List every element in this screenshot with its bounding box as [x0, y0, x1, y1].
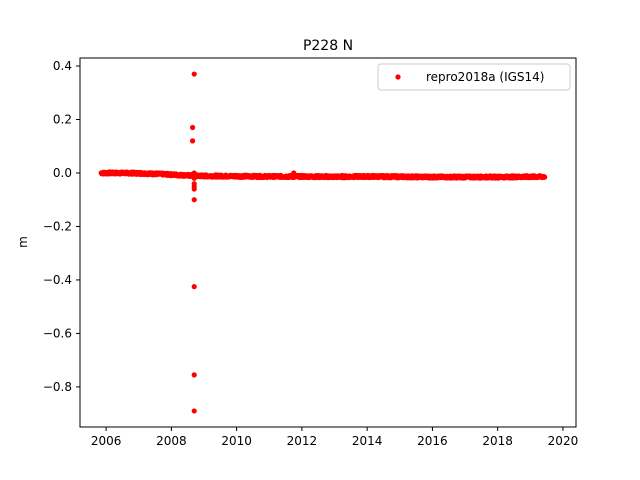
- x-tick-label: 2012: [287, 434, 318, 448]
- x-tick-label: 2016: [417, 434, 448, 448]
- data-points: [98, 71, 548, 414]
- x-tick-label: 2008: [156, 434, 187, 448]
- y-tick-label: 0.2: [53, 113, 72, 127]
- x-tick-label: 2006: [91, 434, 122, 448]
- outlier-point: [291, 170, 297, 176]
- plot-frame: [79, 57, 577, 428]
- y-axis: −0.8 −0.6 −0.4 −0.2 0.0 0.2 0.4: [43, 59, 80, 394]
- outlier-point: [189, 124, 196, 131]
- outlier-point: [191, 408, 197, 414]
- outlier-point: [191, 197, 197, 203]
- x-tick-label: 2014: [352, 434, 383, 448]
- data-point: [542, 174, 548, 180]
- legend-marker: [395, 74, 401, 80]
- y-tick-label: −0.6: [43, 326, 72, 340]
- outlier-point: [191, 186, 197, 192]
- legend-label: repro2018a (IGS14): [426, 70, 544, 84]
- legend: repro2018a (IGS14): [377, 63, 571, 91]
- chart-title: P228 N: [303, 38, 353, 54]
- outlier-point: [191, 170, 197, 176]
- outlier-point: [189, 138, 196, 144]
- y-axis-label: m: [16, 236, 30, 248]
- y-tick-label: −0.4: [43, 273, 72, 287]
- legend-box: [377, 63, 571, 91]
- outlier-point: [191, 175, 197, 181]
- y-tick-label: 0.0: [53, 166, 72, 180]
- x-tick-label: 2020: [548, 434, 579, 448]
- outlier-point: [191, 284, 197, 290]
- x-axis: 2006 2008 2010 2012 2014 2016 2018 2020: [91, 427, 578, 448]
- y-tick-label: −0.8: [43, 380, 72, 394]
- outlier-point: [191, 372, 197, 378]
- outlier-point: [191, 71, 197, 77]
- x-tick-label: 2010: [221, 434, 252, 448]
- x-tick-label: 2018: [482, 434, 513, 448]
- y-tick-label: −0.2: [43, 219, 72, 233]
- y-tick-label: 0.4: [53, 59, 72, 73]
